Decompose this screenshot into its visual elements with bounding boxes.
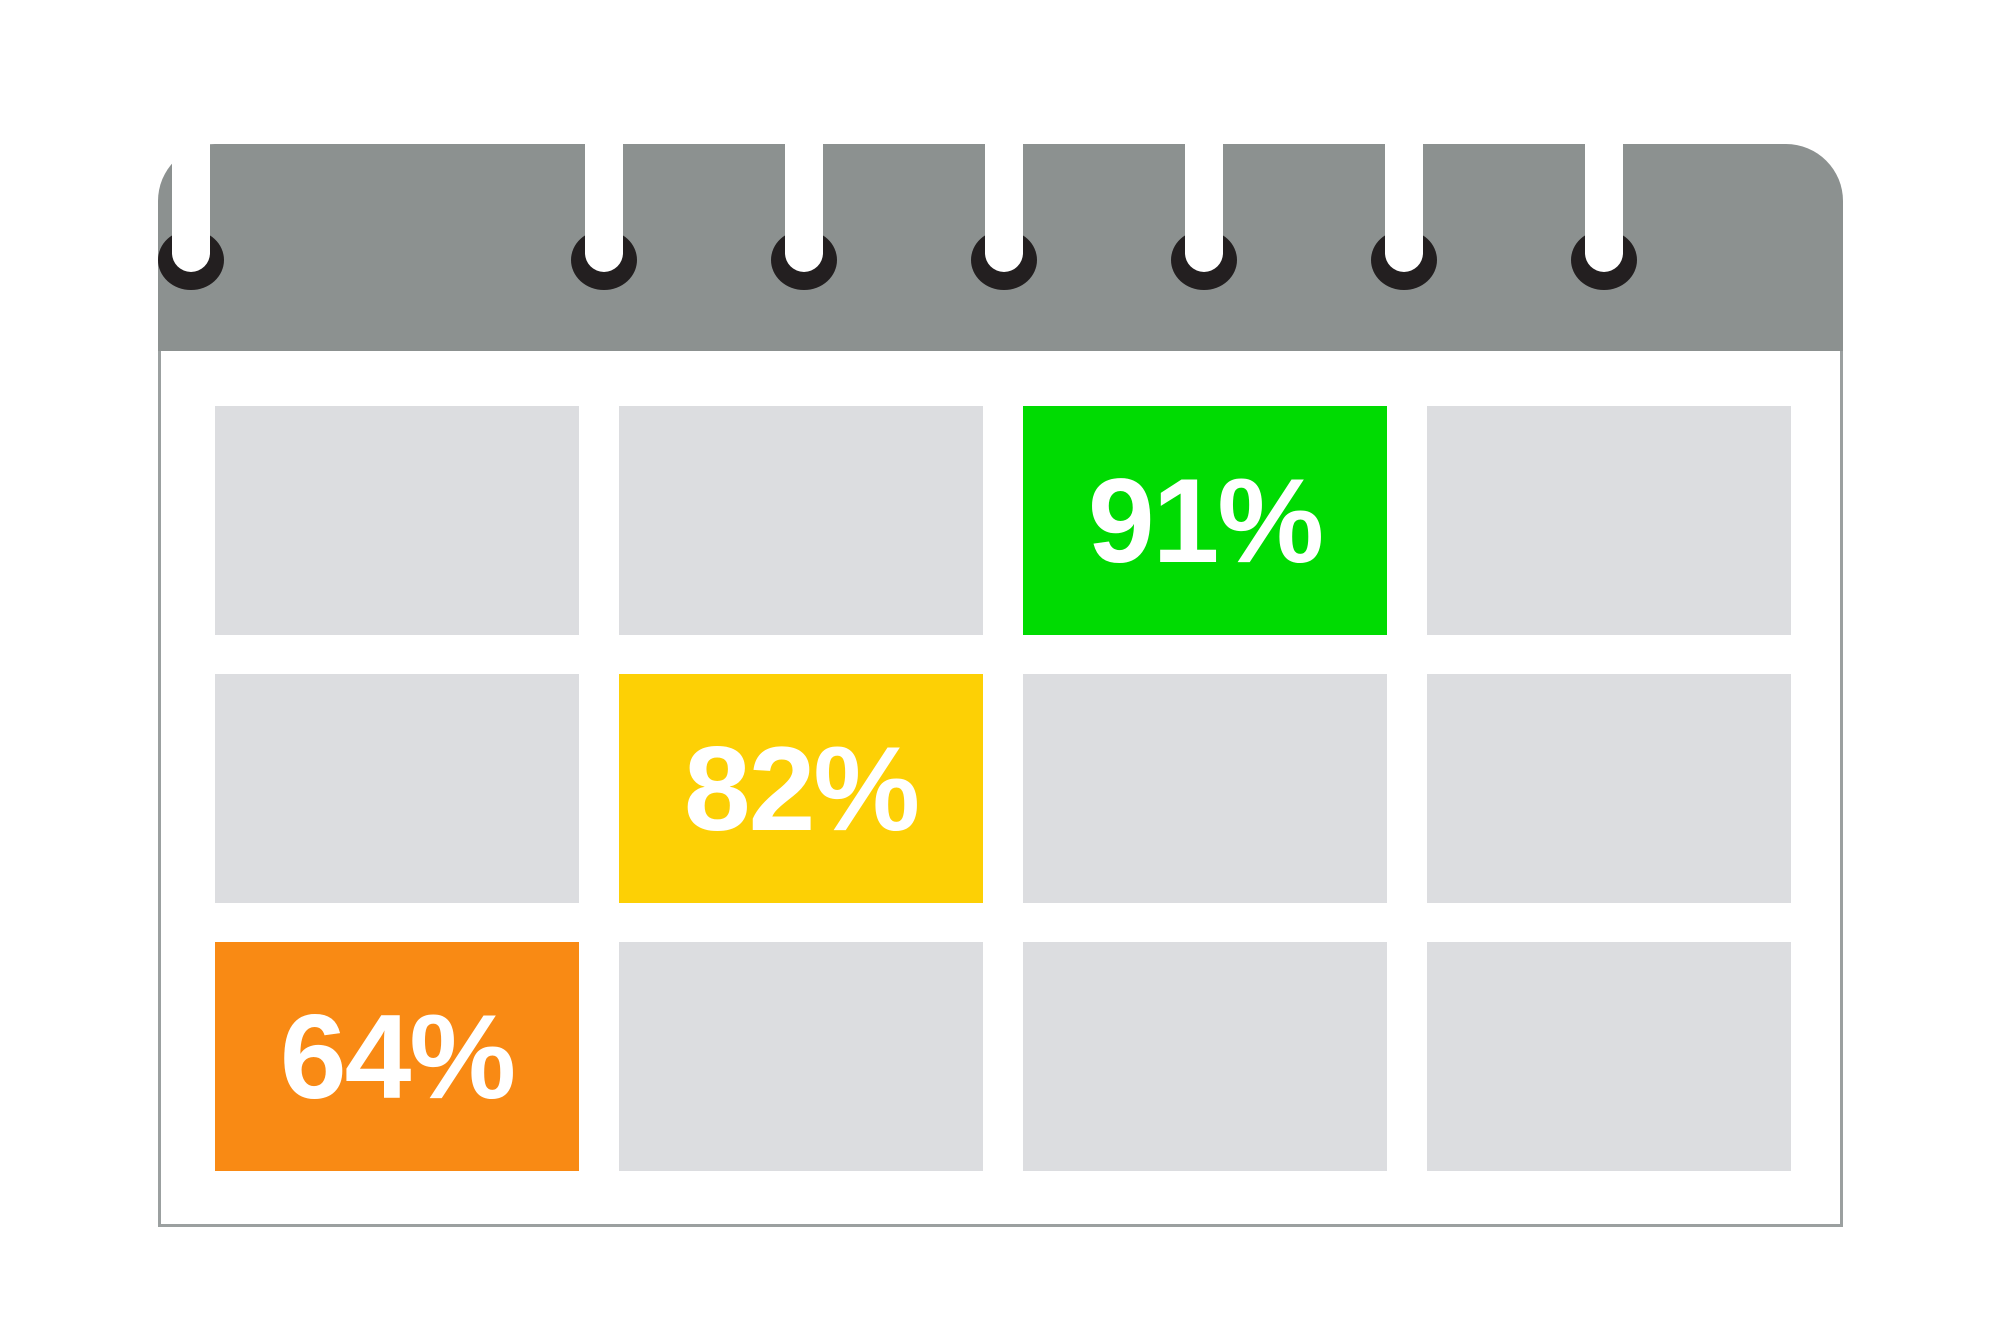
percent-label-91: 91% [1087,453,1324,588]
binder-ring [1171,94,1237,444]
ring-strip [172,94,210,272]
ring-strip [1585,94,1623,272]
calendar-cell-91-percent: 91% [1023,406,1387,635]
binder-ring [158,94,224,444]
calendar-illustration: 91% 82% 64% [158,94,1843,1227]
calendar-cell [1427,674,1791,903]
calendar-cell [1023,942,1387,1171]
calendar-grid: 91% 82% 64% [215,406,1791,1171]
ring-strip [785,94,823,272]
calendar-cell-64-percent: 64% [215,942,579,1171]
calendar-cell [619,406,983,635]
calendar-cell-82-percent: 82% [619,674,983,903]
calendar-cell [1427,406,1791,635]
percent-label-82: 82% [683,721,920,856]
binder-ring [971,94,1037,444]
calendar-cell [1427,942,1791,1171]
ring-strip [1385,94,1423,272]
percent-label-64: 64% [279,989,516,1124]
calendar-cell [215,674,579,903]
binder-ring [571,94,637,444]
ring-strip [585,94,623,272]
calendar-cell [619,942,983,1171]
ring-strip [1185,94,1223,272]
binder-ring [1371,94,1437,444]
calendar-cell [215,406,579,635]
ring-strip [985,94,1023,272]
binder-ring [771,94,837,444]
calendar-cell [1023,674,1387,903]
binder-ring [1571,94,1637,444]
